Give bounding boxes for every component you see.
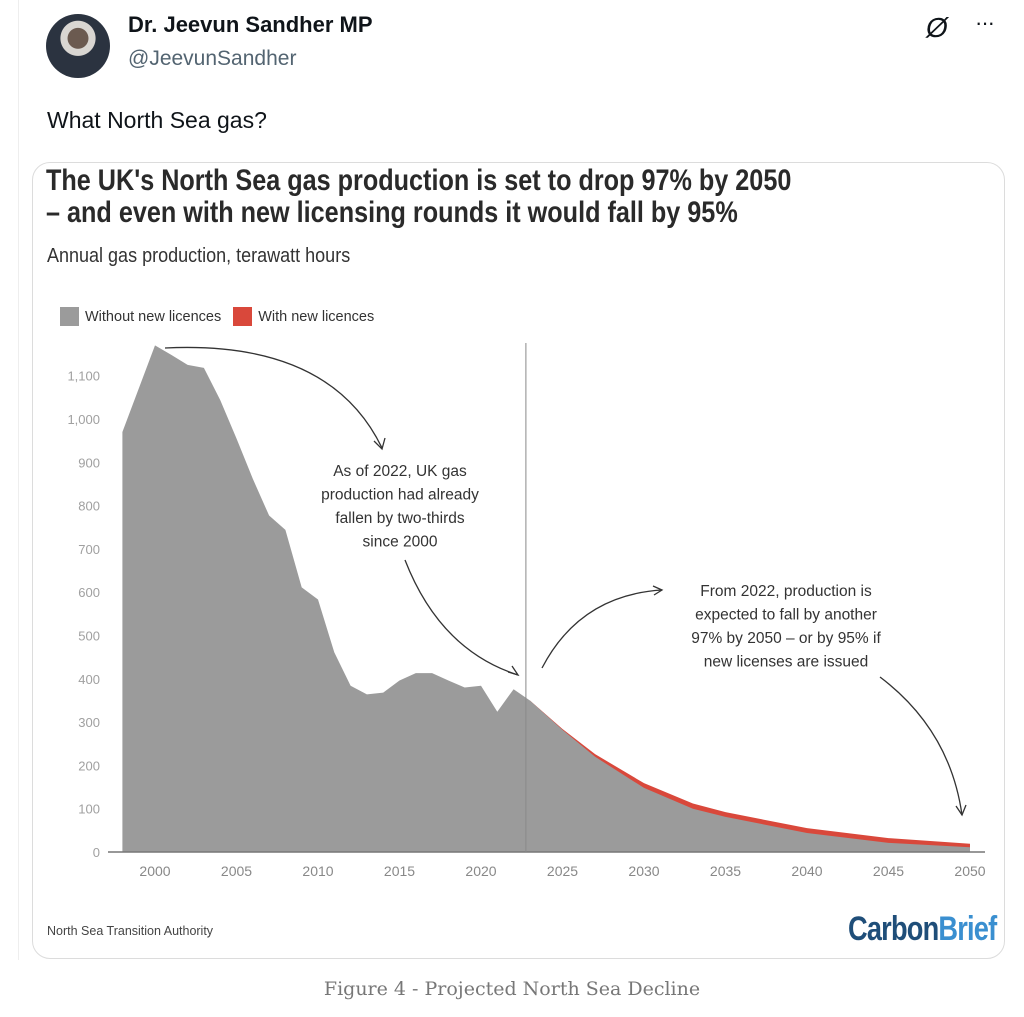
annotation-text: From 2022, production is [700, 583, 872, 600]
y-tick-label: 700 [78, 542, 100, 557]
x-tick-label: 2005 [221, 863, 252, 879]
y-tick-label: 100 [78, 802, 100, 817]
arrowhead [955, 804, 967, 817]
arrowhead [652, 585, 664, 596]
series-without-new-licences-area [122, 345, 970, 852]
author-name[interactable]: Dr. Jeevun Sandher MP [128, 12, 373, 37]
x-tick-label: 2040 [791, 863, 822, 879]
x-tick-label: 2015 [384, 863, 415, 879]
chart-source: North Sea Transition Authority [47, 924, 214, 938]
arrowhead [507, 665, 520, 677]
chart-title-line1: The UK's North Sea gas production is set… [46, 164, 792, 197]
chart-legend: Without new licences With new licences [60, 307, 374, 326]
legend-label-with: With new licences [258, 308, 375, 325]
annotation-arrow [404, 559, 519, 676]
y-tick-label: 200 [78, 758, 100, 773]
y-tick-label: 900 [78, 455, 100, 470]
y-tick-label: 600 [78, 585, 100, 600]
y-tick-label: 1,000 [67, 412, 100, 427]
annotation-arrow [541, 589, 663, 669]
legend-label-without: Without new licences [85, 308, 222, 325]
chart-title: The UK's North Sea gas production is set… [46, 165, 791, 229]
chart-subtitle: Annual gas production, terawatt hours [47, 245, 351, 267]
avatar[interactable] [46, 14, 110, 78]
annotation-text: As of 2022, UK gas [333, 463, 467, 480]
y-tick-label: 800 [78, 499, 100, 514]
x-tick-label: 2025 [547, 863, 578, 879]
annotation-arrow [879, 676, 963, 816]
y-tick-label: 1,100 [67, 369, 100, 384]
legend-swatch-with [233, 307, 253, 326]
x-tick-label: 2030 [628, 863, 659, 879]
x-tick-label: 2000 [139, 863, 170, 879]
annotation-text: new licenses are issued [704, 654, 869, 671]
figure-caption: Figure 4 - Projected North Sea Decline [323, 978, 701, 1000]
grok-icon[interactable]: Ø [926, 12, 948, 43]
y-tick-label: 300 [78, 715, 100, 730]
x-tick-label: 2020 [465, 863, 496, 879]
timeline-border [18, 0, 19, 960]
y-tick-label: 0 [93, 845, 100, 860]
author-handle[interactable]: @JeevunSandher [128, 47, 297, 70]
x-tick-label: 2010 [302, 863, 333, 879]
y-tick-label: 500 [78, 629, 100, 644]
arrowhead [373, 437, 386, 451]
annotation-text: production had already [321, 487, 479, 504]
chart-title-line2: – and even with new licensing rounds it … [46, 196, 738, 229]
tweet-text: What North Sea gas? [47, 107, 267, 133]
x-tick-label: 2045 [873, 863, 904, 879]
annotation-text: fallen by two-thirds [335, 510, 464, 527]
x-tick-label: 2050 [954, 863, 985, 879]
legend-swatch-without [60, 307, 79, 326]
annotation-text: since 2000 [363, 534, 438, 551]
annotation-text: 97% by 2050 – or by 95% if [691, 630, 881, 647]
y-tick-label: 400 [78, 672, 100, 687]
annotation-text: expected to fall by another [695, 607, 877, 624]
x-tick-label: 2035 [710, 863, 741, 879]
annotation-arrow [164, 346, 383, 449]
more-options-icon[interactable]: ··· [975, 10, 995, 35]
carbonbrief-logo: CarbonBrief [848, 910, 997, 948]
